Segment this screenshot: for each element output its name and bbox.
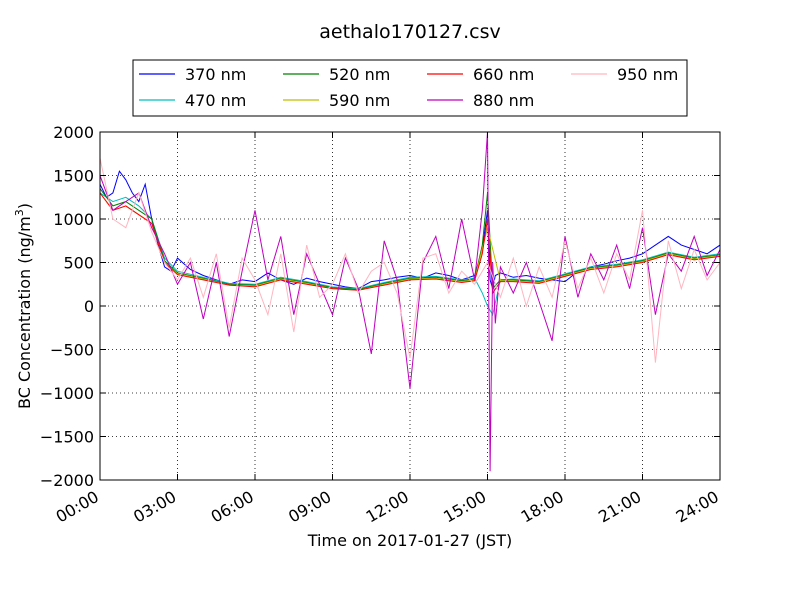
y-tick-label: −500 xyxy=(50,341,94,360)
y-axis-title-superscript: 3 xyxy=(13,209,26,216)
chart-title: aethalo170127.csv xyxy=(319,21,501,43)
legend-label: 370 nm xyxy=(185,65,246,84)
y-tick-label: −1500 xyxy=(40,428,94,447)
legend-label: 520 nm xyxy=(329,65,390,84)
y-tick-label: −2000 xyxy=(40,471,94,490)
legend-label: 470 nm xyxy=(185,91,246,110)
y-tick-label: −1000 xyxy=(40,384,94,403)
y-tick-label: 1500 xyxy=(53,167,94,186)
legend-box xyxy=(132,59,688,117)
y-axis-title-close: ) xyxy=(15,203,34,209)
y-tick-label: 2000 xyxy=(53,123,94,142)
y-axis-title: BC Concentration (ng/m3) xyxy=(13,203,34,409)
legend: 370 nm 470 nm 520 nm 590 nm 660 nm 880 nm 950 … xyxy=(132,59,688,117)
y-tick-label: 500 xyxy=(63,254,94,273)
legend-label: 660 nm xyxy=(473,65,534,84)
series-line-660-nm xyxy=(100,192,720,295)
series-line-950-nm xyxy=(100,157,720,363)
x-axis-title: Time on 2017-01-27 (JST) xyxy=(307,531,512,550)
legend-label: 950 nm xyxy=(617,65,678,84)
y-tick-labels: 2000 1500 1000 500 0 −500 −1000 −1500 −2000 xyxy=(40,123,94,490)
legend-label: 590 nm xyxy=(329,91,390,110)
grid xyxy=(100,132,720,480)
series-line-880-nm xyxy=(100,132,720,472)
ticks xyxy=(99,131,721,481)
series-group xyxy=(100,132,720,472)
y-tick-label: 0 xyxy=(84,297,94,316)
legend-label: 880 nm xyxy=(473,91,534,110)
y-tick-label: 1000 xyxy=(53,210,94,229)
y-axis-title-main: BC Concentration (ng/m xyxy=(15,216,34,409)
